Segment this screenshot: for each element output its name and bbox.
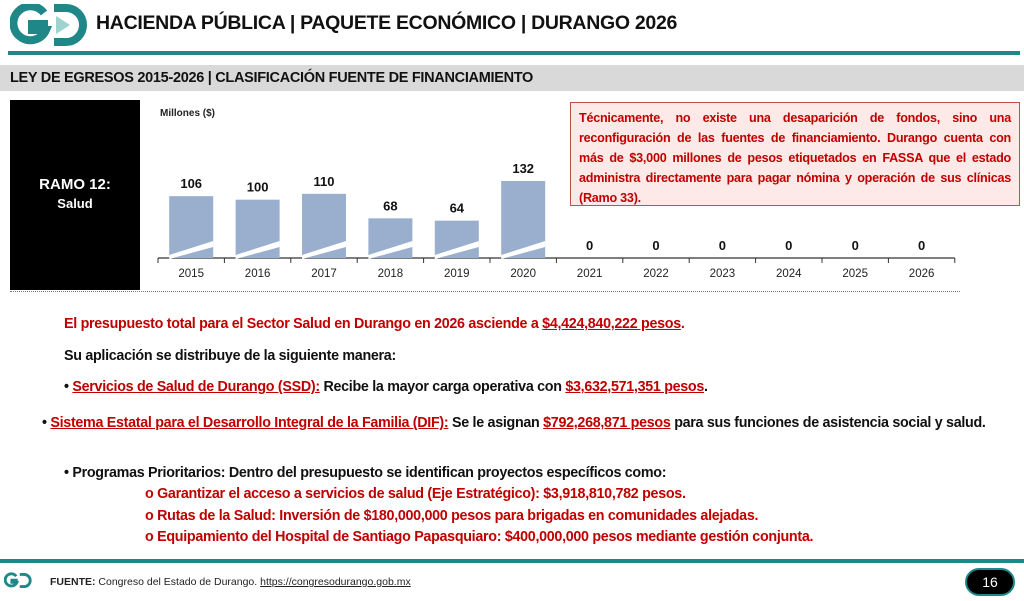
x-tick-label: 2018: [378, 268, 404, 280]
bullet: •: [42, 415, 51, 431]
text: para sus funciones de asistencia social …: [670, 415, 986, 431]
bar-chart: Millones ($) 106 2015 100 2016 110 2017 68 2018…: [157, 108, 956, 280]
page-number: 16: [965, 568, 1015, 596]
header-divider: [8, 51, 1020, 55]
dif-item: • Sistema Estatal para el Desarrollo Int…: [42, 413, 1000, 434]
ramo-label-box: RAMO 12: Salud: [10, 100, 140, 290]
text: Se le asignan: [448, 415, 544, 431]
ramo-number: RAMO 12:: [39, 176, 111, 193]
axis-break-mark: [169, 241, 214, 259]
page-title: HACIENDA PÚBLICA | PAQUETE ECONÓMICO | D…: [96, 12, 678, 34]
data-label: 64: [450, 201, 465, 216]
bullet: •: [64, 379, 73, 395]
x-tick-label: 2025: [842, 268, 868, 280]
source-text: Congreso del Estado de Durango.: [95, 576, 261, 588]
priority-programs-intro: • Programas Prioritarios: Dentro del pre…: [64, 465, 667, 481]
axis-break-mark: [368, 241, 413, 259]
x-tick-label: 2020: [510, 268, 536, 280]
data-label: 110: [314, 174, 335, 189]
data-label: 68: [383, 198, 397, 213]
total-budget-text: El presupuesto total para el Sector Salu…: [64, 316, 685, 332]
data-label: 0: [586, 238, 593, 253]
priority-item: o Garantizar el acceso a servicios de sa…: [145, 486, 686, 502]
source-label: FUENTE:: [50, 576, 96, 588]
footer-logo: [4, 572, 32, 589]
section-subtitle: LEY DE EGRESOS 2015-2026 | CLASIFICACIÓN…: [10, 70, 534, 86]
axis-break-mark: [434, 241, 479, 259]
axis-break-mark: [302, 241, 346, 259]
x-tick-label: 2016: [245, 268, 271, 280]
total-amount: $4,424,840,222 pesos: [542, 316, 681, 332]
dif-label: Sistema Estatal para el Desarrollo Integ…: [50, 415, 449, 431]
y-axis-label: Millones ($): [160, 108, 215, 119]
ssd-amount: $3,632,571,351 pesos: [565, 379, 705, 395]
dif-amount: $792,268,871 pesos: [543, 415, 671, 431]
source-footer: FUENTE: Congreso del Estado de Durango. …: [50, 576, 411, 588]
subtitle-bar: [0, 65, 1024, 91]
data-label: 0: [652, 238, 659, 253]
x-tick-label: 2015: [178, 268, 204, 280]
data-label: 0: [719, 238, 726, 253]
ssd-item: • Servicios de Salud de Durango (SSD): R…: [64, 379, 708, 395]
text: .: [704, 379, 708, 395]
x-tick-label: 2024: [776, 268, 802, 280]
data-label: 132: [512, 161, 534, 176]
source-link[interactable]: https://congresodurango.gob.mx: [260, 576, 411, 588]
text: Recibe la mayor carga operativa con: [319, 379, 566, 395]
priority-item: o Rutas de la Salud: Inversión de $180,0…: [145, 508, 759, 524]
x-tick-label: 2022: [643, 268, 669, 280]
footer-divider: [0, 559, 1024, 563]
data-label: 106: [180, 176, 202, 191]
axis-break-mark: [501, 241, 546, 259]
distribution-intro: Su aplicación se distribuye de la siguie…: [64, 348, 396, 364]
logo: [10, 4, 87, 46]
x-tick-label: 2023: [710, 268, 736, 280]
ramo-name: Salud: [57, 196, 93, 211]
data-label: 0: [785, 238, 792, 253]
data-label: 100: [247, 180, 269, 195]
x-tick-label: 2021: [577, 268, 603, 280]
note-box: Técnicamente, no existe una desaparición…: [570, 102, 1020, 206]
data-label: 0: [852, 238, 859, 253]
axis-break-mark: [235, 241, 280, 259]
data-label: 0: [918, 238, 925, 253]
dotted-divider: [10, 291, 960, 292]
text: El presupuesto total para el Sector Salu…: [64, 316, 543, 332]
priority-item: o Equipamiento del Hospital de Santiago …: [145, 529, 814, 545]
x-tick-label: 2017: [311, 268, 337, 280]
x-tick-label: 2019: [444, 268, 470, 280]
x-tick-label: 2026: [909, 268, 935, 280]
ssd-label: Servicios de Salud de Durango (SSD):: [72, 379, 320, 395]
text: .: [680, 316, 685, 332]
